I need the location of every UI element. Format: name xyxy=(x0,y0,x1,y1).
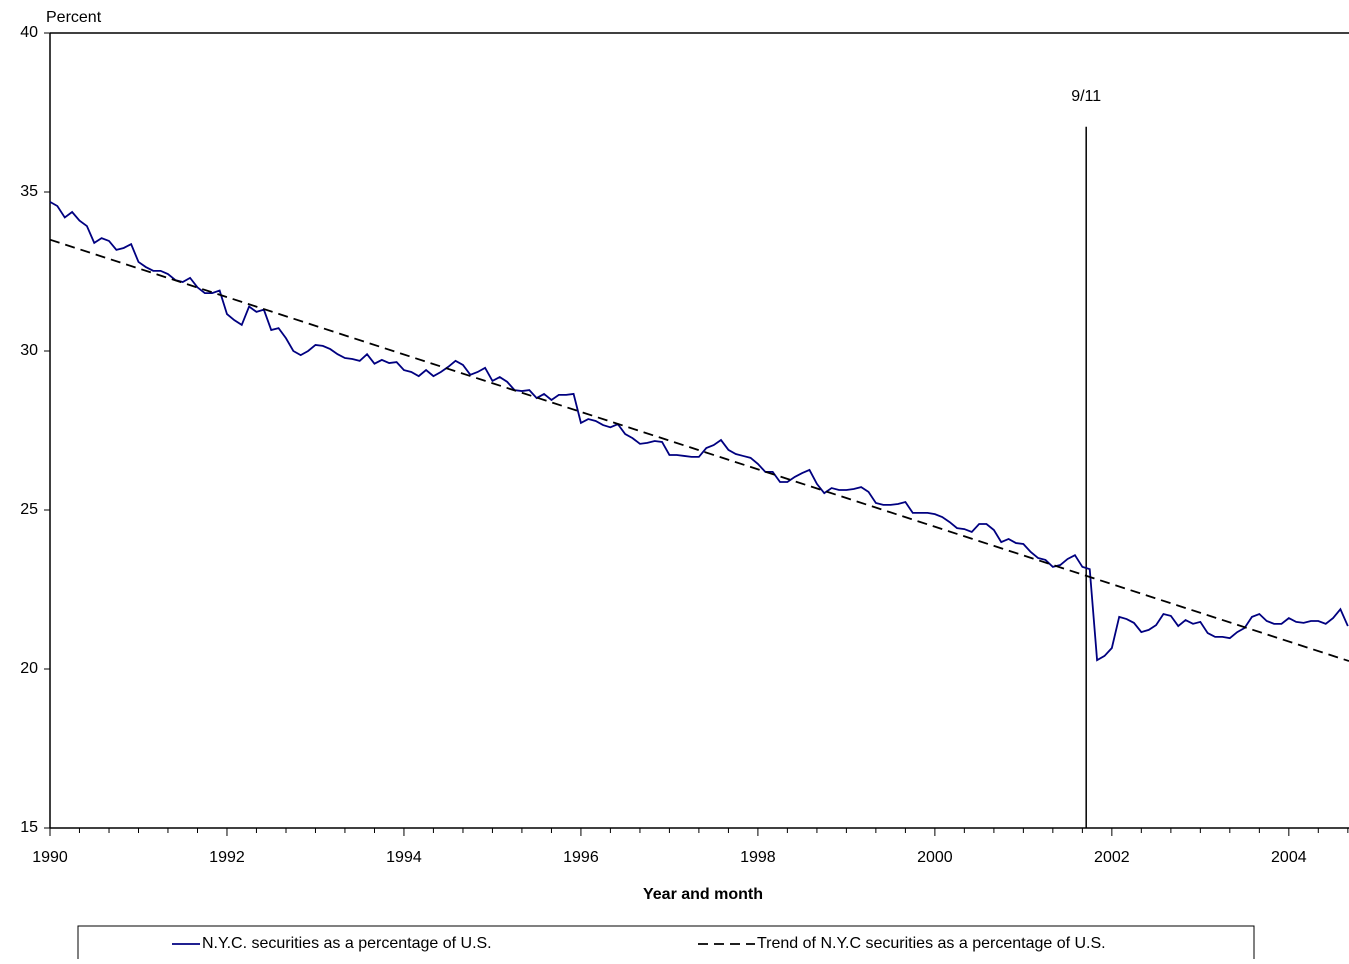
data-line xyxy=(49,201,1349,662)
legend-label: N.Y.C. securities as a percentage of U.S… xyxy=(202,935,492,952)
y-tick-label: 35 xyxy=(20,183,38,200)
y-tick-label: 15 xyxy=(20,819,38,836)
x-tick-label: 1992 xyxy=(209,849,245,866)
x-tick-label: 2000 xyxy=(917,849,953,866)
trend-line xyxy=(49,238,1349,662)
y-tick-label: 20 xyxy=(20,660,38,677)
y-axis-label: Percent xyxy=(46,9,102,26)
x-tick-label: 1990 xyxy=(32,849,68,866)
y-tick-label: 25 xyxy=(20,501,38,518)
annotation-label: 9/11 xyxy=(1071,88,1101,105)
x-tick-label: 2002 xyxy=(1094,849,1130,866)
x-axis-label: Year and month xyxy=(643,886,763,903)
legend-label: Trend of N.Y.C securities as a percentag… xyxy=(757,935,1106,952)
x-tick-label: 1998 xyxy=(740,849,776,866)
legend-box xyxy=(77,925,1255,964)
y-tick-label: 40 xyxy=(20,24,38,41)
y-tick-label: 30 xyxy=(20,342,38,359)
x-tick-label: 2004 xyxy=(1271,849,1307,866)
x-tick-label: 1994 xyxy=(386,849,422,866)
x-tick-label: 1996 xyxy=(563,849,599,866)
